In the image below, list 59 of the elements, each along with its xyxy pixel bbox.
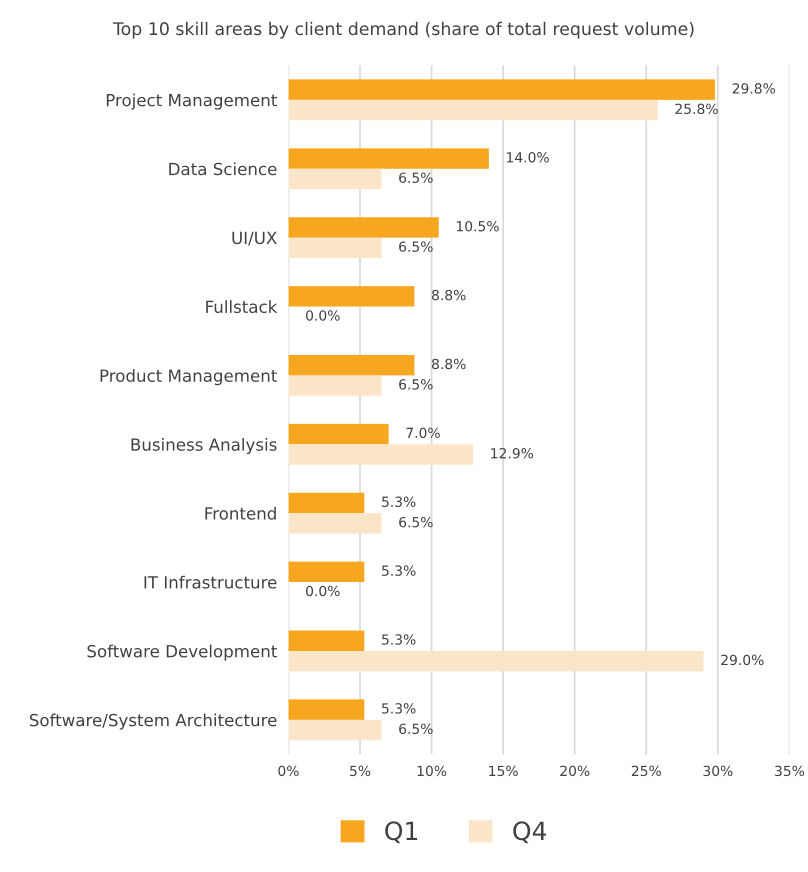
data-label: 10.5% [456,220,499,232]
x-tick-label: 20% [560,766,590,776]
legend-label: Q4 [513,821,546,844]
data-label: 7.0% [406,428,440,438]
bar [288,375,382,396]
data-label: 8.8% [432,358,466,370]
y-tick-label: Product Management [100,369,277,386]
bar [288,444,474,465]
data-label: 0.0% [306,586,340,596]
data-label: 25.8% [675,104,718,114]
data-label: 12.9% [491,448,534,459]
data-label: 5.3% [382,703,416,714]
y-tick-label: Business Analysis [132,438,277,454]
data-label: 6.5% [399,379,433,390]
chart-title: Top 10 skill areas by client demand (share of total request volume) [112,22,694,39]
y-tick-label: Project Management [106,94,277,110]
y-tick-label: UI/UX [232,232,277,246]
data-label: 5.3% [382,496,416,507]
bar [288,720,382,740]
x-tick-label: 5% [350,766,370,776]
y-tick-label: Software Development [87,644,277,661]
data-label: 5.3% [382,565,416,576]
x-tick-label: 30% [703,766,733,776]
legend-label: Q1 [385,821,418,844]
bar [288,492,364,514]
y-tick-label: Data Science [169,162,276,176]
y-tick-label: IT Infrastructure [144,576,276,589]
y-tick-label: Software/System Architecture [30,714,276,730]
bar [288,148,489,169]
y-tick-label: Fullstack [206,300,278,314]
bar [288,424,389,444]
data-label: 29.0% [721,654,764,666]
bar [288,354,414,376]
bar [288,286,414,307]
data-label: 0.0% [306,310,340,321]
data-label: 6.5% [399,724,433,734]
bar [288,630,364,651]
bar [288,168,382,190]
x-tick-label: 25% [632,766,661,776]
x-tick-label: 35% [775,766,804,776]
data-label: 5.3% [382,634,416,645]
data-label: 6.5% [399,172,433,183]
bar [288,513,382,534]
bar [288,562,364,582]
data-label: 8.8% [432,290,466,300]
bar [288,238,382,258]
bar [288,217,439,238]
bar [288,79,715,100]
data-label: 14.0% [507,152,549,163]
bar [288,650,704,672]
data-label: 6.5% [399,516,433,528]
data-label: 6.5% [399,241,433,252]
y-tick-label: Frontend [205,506,276,520]
bar [288,100,658,120]
bar [288,699,364,720]
x-tick-label: 0% [278,766,299,776]
x-tick-label: 15% [489,766,518,776]
x-tick-label: 10% [418,766,446,776]
data-label: 29.8% [732,83,776,94]
